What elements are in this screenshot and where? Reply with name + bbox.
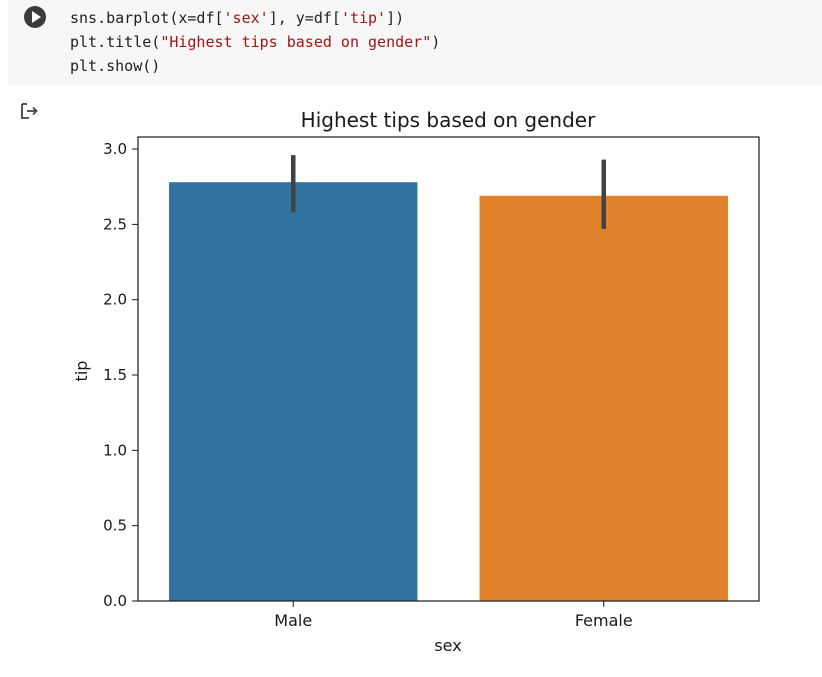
run-cell-button[interactable] xyxy=(24,6,46,28)
y-tick-label: 0.0 xyxy=(103,592,127,610)
chart-figure: Highest tips based on gender sex tip Mal… xyxy=(0,96,822,677)
code-cell[interactable]: sns.barplot(x=df['sex'], y=df['tip']) plt… xyxy=(8,0,822,86)
bar-chart: Highest tips based on gender sex tip Mal… xyxy=(72,108,760,655)
chart-title: Highest tips based on gender xyxy=(301,108,596,132)
code-token: 'sex' xyxy=(223,9,269,27)
y-tick-label: 1.0 xyxy=(103,441,127,459)
play-icon xyxy=(32,11,41,23)
code-editor[interactable]: sns.barplot(x=df['sex'], y=df['tip']) plt… xyxy=(70,6,440,78)
code-token: ]) xyxy=(386,9,405,27)
x-tick-label: Male xyxy=(274,611,312,630)
y-tick-label: 0.5 xyxy=(103,517,127,535)
code-token: sns.barplot(x=df[ xyxy=(70,9,224,27)
code-token: "Highest tips based on gender" xyxy=(160,33,432,51)
code-token: 'tip' xyxy=(340,9,387,27)
code-line: plt.title("Highest tips based on gender"… xyxy=(70,30,440,54)
y-tick-label: 1.5 xyxy=(103,366,127,384)
code-token: ], y=df[ xyxy=(268,9,341,27)
code-token: plt.show() xyxy=(70,57,161,75)
bar-male xyxy=(169,182,418,601)
plot-frame xyxy=(137,136,760,602)
x-axis-label: sex xyxy=(434,636,461,655)
x-tick-label: Female xyxy=(575,611,633,630)
bar-female xyxy=(479,195,728,602)
code-line: plt.show() xyxy=(70,54,440,78)
output-arrow-icon xyxy=(21,103,38,119)
code-line: sns.barplot(x=df['sex'], y=df['tip']) xyxy=(70,6,440,30)
code-token: ) xyxy=(431,33,441,51)
y-tick-label: 2.5 xyxy=(103,215,127,233)
y-tick-label: 2.0 xyxy=(103,291,127,309)
y-tick-label: 3.0 xyxy=(103,140,127,158)
code-token: plt.title( xyxy=(70,33,161,51)
y-axis-label: tip xyxy=(72,361,91,382)
